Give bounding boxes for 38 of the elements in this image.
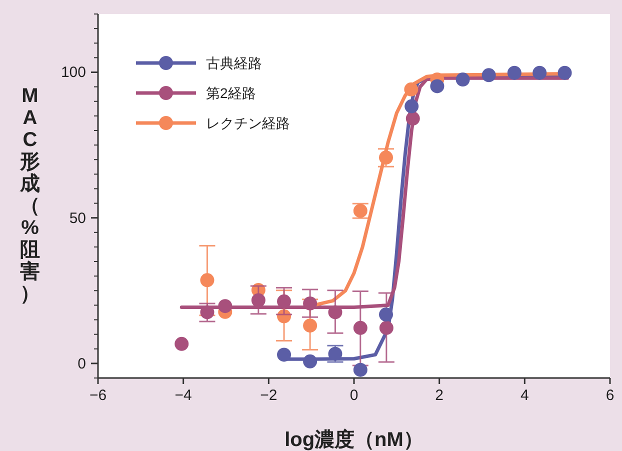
point: [251, 293, 266, 308]
legend-label: 第2経路: [206, 85, 256, 101]
point: [303, 318, 318, 333]
legend-label: レクチン経路: [206, 115, 290, 131]
x-tick-label: 6: [606, 387, 614, 404]
x-tick-label: 4: [520, 387, 529, 404]
point: [379, 320, 394, 335]
point: [532, 66, 547, 80]
legend-label: 古典経路: [206, 55, 262, 71]
point: [353, 320, 368, 335]
x-tick-label: −4: [174, 387, 192, 404]
point: [328, 305, 342, 320]
x-tick-label: 0: [350, 387, 358, 404]
point: [303, 354, 318, 368]
point: [404, 82, 418, 96]
point: [430, 79, 444, 94]
y-tick-label: 50: [69, 210, 86, 227]
text: MAC形成（%阻害）: [20, 85, 40, 305]
point: [558, 66, 572, 80]
point: [277, 348, 292, 362]
y-tick-label: 0: [78, 355, 86, 372]
y-tick-label: 100: [60, 64, 86, 82]
point: [404, 99, 419, 114]
x-tick-label: −2: [260, 387, 278, 404]
point: [406, 112, 420, 126]
point: [507, 66, 522, 80]
point: [379, 308, 393, 322]
point: [353, 362, 368, 377]
x-tick-label: 2: [435, 387, 444, 404]
point: [303, 296, 318, 310]
point: [277, 294, 292, 308]
point: [456, 72, 470, 87]
point: [174, 336, 189, 351]
x-axis-title: log濃度（nM）: [284, 428, 424, 451]
point: [218, 299, 232, 314]
point: [200, 273, 214, 288]
point: [482, 68, 496, 82]
x-tick-label: −6: [89, 387, 107, 404]
